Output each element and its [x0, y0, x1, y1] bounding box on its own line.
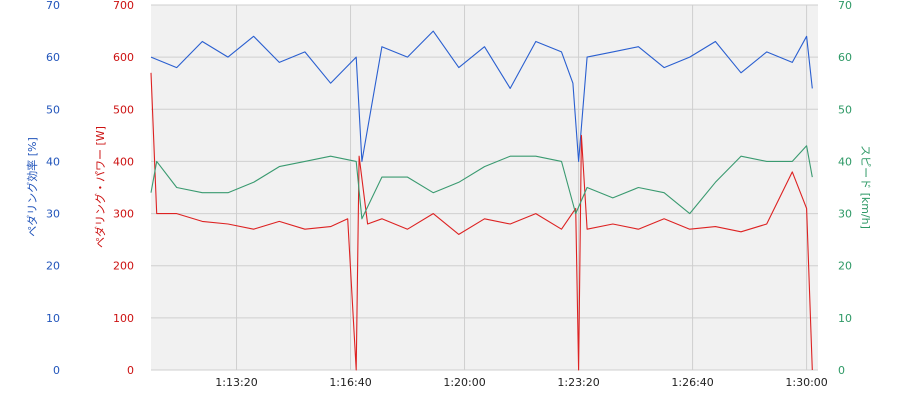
left-outer-tick-7: 70 [46, 0, 60, 12]
x-tick-3: 1:23:20 [557, 376, 599, 389]
left-inner-ticks: 0 100 200 300 400 500 600 700 [113, 0, 134, 377]
right-tick-2: 20 [838, 260, 852, 273]
left-outer-axis-title: ペダリング効率 [%] [25, 137, 39, 237]
left-outer-tick-3: 30 [46, 208, 60, 221]
left-inner-tick-4: 400 [113, 155, 134, 168]
x-tick-2: 1:20:00 [443, 376, 485, 389]
x-ticks: 1:13:20 1:16:40 1:20:00 1:23:20 1:26:40 1:30:… [215, 376, 827, 389]
series-line-left-outer [150, 30, 813, 162]
left-inner-tick-3: 300 [113, 208, 134, 221]
left-inner-tick-6: 600 [113, 51, 134, 64]
right-tick-0: 0 [838, 364, 845, 377]
right-tick-3: 30 [838, 208, 852, 221]
left-outer-tick-0: 0 [53, 364, 60, 377]
plot-area [151, 5, 818, 370]
x-tick-5: 1:30:00 [785, 376, 827, 389]
left-inner-tick-7: 700 [113, 0, 134, 12]
series-line-left-inner [150, 72, 813, 371]
left-inner-tick-2: 200 [113, 260, 134, 273]
series-lines [150, 30, 813, 371]
left-outer-tick-5: 50 [46, 103, 60, 116]
left-outer-ticks: 0 10 20 30 40 50 60 70 [46, 0, 60, 377]
left-outer-tick-1: 10 [46, 312, 60, 325]
series-line-right [150, 145, 813, 220]
x-tick-1: 1:16:40 [329, 376, 371, 389]
left-inner-tick-5: 500 [113, 103, 134, 116]
left-inner-tick-1: 100 [113, 312, 134, 325]
right-tick-1: 10 [838, 312, 852, 325]
right-tick-6: 60 [838, 51, 852, 64]
left-outer-tick-6: 60 [46, 51, 60, 64]
right-ticks: 0 10 20 30 40 50 60 70 [838, 0, 852, 377]
left-outer-tick-4: 40 [46, 155, 60, 168]
right-tick-5: 50 [838, 103, 852, 116]
right-axis-title: スピード [km/h] [859, 145, 872, 229]
right-tick-4: 40 [838, 155, 852, 168]
x-tick-0: 1:13:20 [215, 376, 257, 389]
x-tick-4: 1:26:40 [671, 376, 713, 389]
right-tick-7: 70 [838, 0, 852, 12]
grid [151, 4, 818, 371]
left-outer-tick-2: 20 [46, 260, 60, 273]
left-inner-axis-title: ペダリング・パワー [W] [93, 126, 107, 248]
left-inner-tick-0: 0 [127, 364, 134, 377]
